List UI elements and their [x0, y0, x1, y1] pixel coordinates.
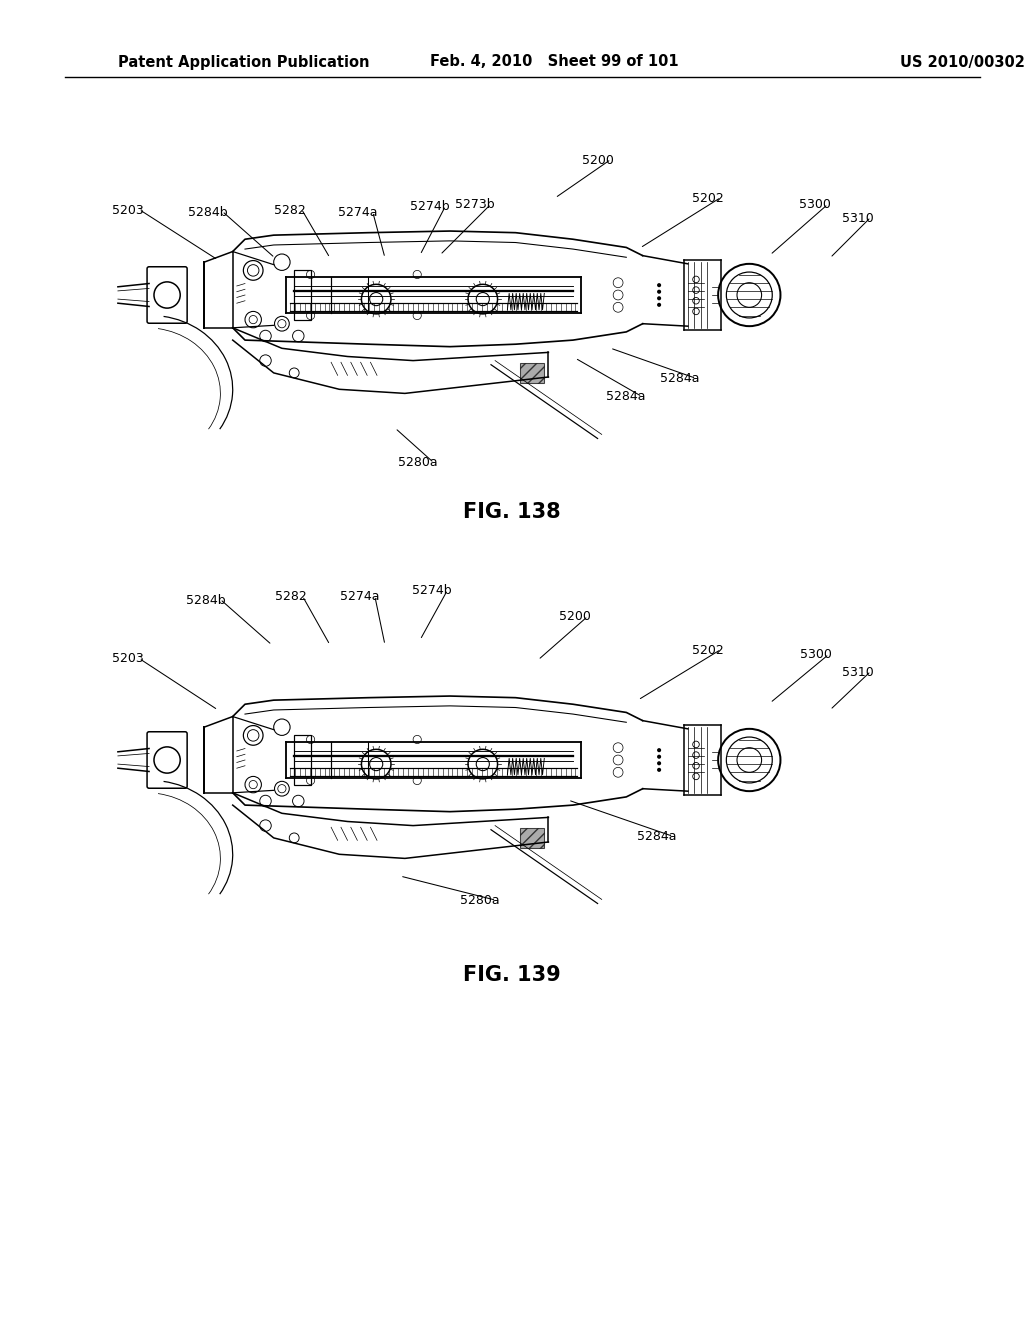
Circle shape [657, 762, 662, 766]
Text: 5310: 5310 [842, 665, 873, 678]
Text: 5273b: 5273b [456, 198, 495, 211]
Text: 5274b: 5274b [413, 585, 452, 598]
Text: 5203: 5203 [112, 652, 144, 665]
Bar [294, 271, 310, 319]
Circle shape [657, 302, 662, 306]
Text: 5280a: 5280a [460, 894, 500, 907]
Text: 5200: 5200 [582, 153, 614, 166]
Text: 5282: 5282 [275, 590, 307, 603]
Circle shape [657, 768, 662, 772]
Circle shape [657, 755, 662, 759]
Text: 5284a: 5284a [606, 389, 646, 403]
Text: 5300: 5300 [800, 648, 831, 661]
Text: 5203: 5203 [112, 203, 144, 216]
Text: 5200: 5200 [559, 610, 591, 623]
Bar [520, 363, 545, 383]
Text: 5284b: 5284b [188, 206, 227, 219]
Bar [294, 735, 310, 784]
Text: 5202: 5202 [692, 644, 724, 656]
Text: 5310: 5310 [842, 211, 873, 224]
Text: 5274a: 5274a [338, 206, 378, 219]
Text: 5202: 5202 [692, 191, 724, 205]
Text: 5274b: 5274b [411, 201, 450, 214]
Text: 5280a: 5280a [398, 455, 438, 469]
Bar [520, 828, 545, 847]
Circle shape [657, 282, 662, 288]
Text: 5284b: 5284b [186, 594, 226, 606]
Text: 5284a: 5284a [637, 829, 677, 842]
Circle shape [657, 289, 662, 294]
Circle shape [657, 748, 662, 752]
Circle shape [657, 296, 662, 301]
Text: 5282: 5282 [274, 203, 306, 216]
Text: US 2010/0030238 A1: US 2010/0030238 A1 [900, 54, 1024, 70]
Text: Feb. 4, 2010   Sheet 99 of 101: Feb. 4, 2010 Sheet 99 of 101 [430, 54, 679, 70]
Text: 5300: 5300 [799, 198, 830, 211]
Text: Patent Application Publication: Patent Application Publication [118, 54, 370, 70]
Text: FIG. 139: FIG. 139 [463, 965, 561, 985]
Text: FIG. 138: FIG. 138 [463, 502, 561, 521]
Text: 5284a: 5284a [660, 371, 699, 384]
Text: 5274a: 5274a [340, 590, 380, 603]
